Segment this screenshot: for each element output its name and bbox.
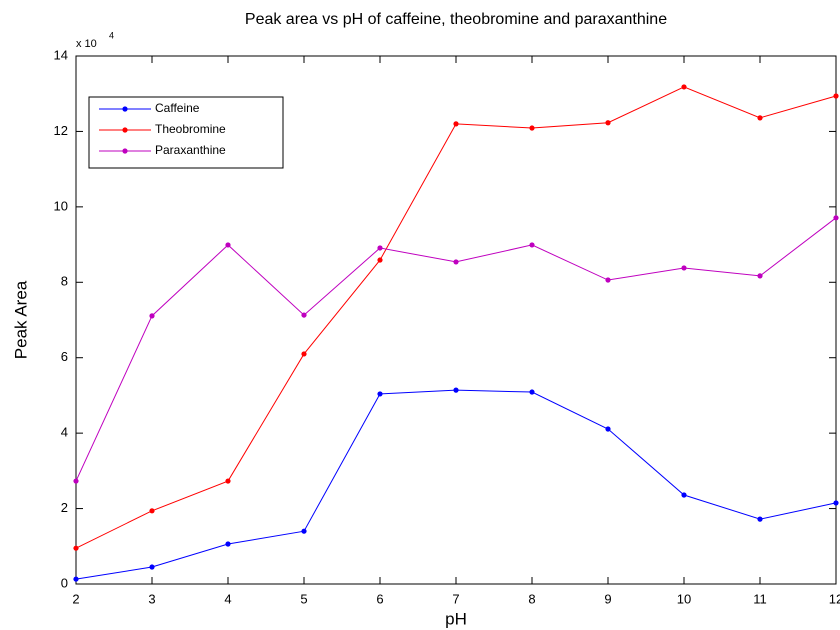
- legend-marker: [122, 127, 128, 133]
- data-point: [149, 313, 155, 319]
- data-point: [377, 245, 383, 251]
- y-axis-label: Peak Area: [11, 280, 30, 359]
- data-point: [681, 265, 687, 271]
- data-point: [757, 273, 763, 279]
- legend-label: Caffeine: [155, 101, 200, 115]
- data-point: [225, 242, 231, 248]
- data-point: [529, 389, 535, 395]
- y-tick-label: 4: [61, 425, 68, 440]
- data-point: [757, 516, 763, 522]
- y-tick-label: 8: [61, 274, 68, 289]
- y-tick-label: 6: [61, 349, 68, 364]
- x-tick-label: 11: [753, 591, 767, 606]
- legend-marker: [122, 148, 128, 154]
- y-multiplier: x 10: [76, 38, 97, 50]
- data-point: [377, 391, 383, 397]
- data-point: [681, 492, 687, 498]
- y-tick-label: 12: [54, 123, 68, 138]
- data-point: [529, 125, 535, 131]
- data-point: [301, 528, 307, 534]
- y-tick-label: 14: [54, 47, 68, 62]
- x-tick-label: 7: [452, 591, 459, 606]
- data-point: [73, 478, 79, 484]
- data-point: [225, 478, 231, 484]
- legend-label: Theobromine: [155, 122, 226, 136]
- data-point: [453, 121, 459, 127]
- data-point: [833, 93, 839, 99]
- data-point: [833, 215, 839, 221]
- x-tick-label: 6: [376, 591, 383, 606]
- data-point: [757, 115, 763, 121]
- data-point: [833, 500, 839, 506]
- x-tick-label: 9: [604, 591, 611, 606]
- data-point: [149, 508, 155, 514]
- y-tick-label: 2: [61, 500, 68, 515]
- chart-title: Peak area vs pH of caffeine, theobromine…: [245, 11, 667, 28]
- data-point: [605, 426, 611, 432]
- data-point: [605, 277, 611, 283]
- data-point: [453, 387, 459, 393]
- x-axis-label: pH: [445, 609, 467, 628]
- legend-label: Paraxanthine: [155, 143, 226, 157]
- x-tick-label: 10: [677, 591, 691, 606]
- data-point: [301, 312, 307, 318]
- x-tick-label: 3: [148, 591, 155, 606]
- data-point: [605, 120, 611, 126]
- legend-marker: [122, 106, 128, 112]
- data-point: [73, 545, 79, 551]
- x-tick-label: 12: [829, 591, 840, 606]
- data-point: [149, 564, 155, 570]
- y-tick-label: 0: [61, 575, 68, 590]
- y-multiplier-exponent: 4: [109, 30, 114, 40]
- data-point: [529, 242, 535, 248]
- x-tick-label: 2: [72, 591, 79, 606]
- data-point: [377, 257, 383, 263]
- y-tick-label: 10: [54, 198, 68, 213]
- x-tick-label: 4: [224, 591, 231, 606]
- data-point: [225, 541, 231, 547]
- data-point: [681, 84, 687, 90]
- x-tick-label: 8: [528, 591, 535, 606]
- data-point: [301, 351, 307, 357]
- data-point: [73, 576, 79, 582]
- x-tick-label: 5: [300, 591, 307, 606]
- data-point: [453, 259, 459, 265]
